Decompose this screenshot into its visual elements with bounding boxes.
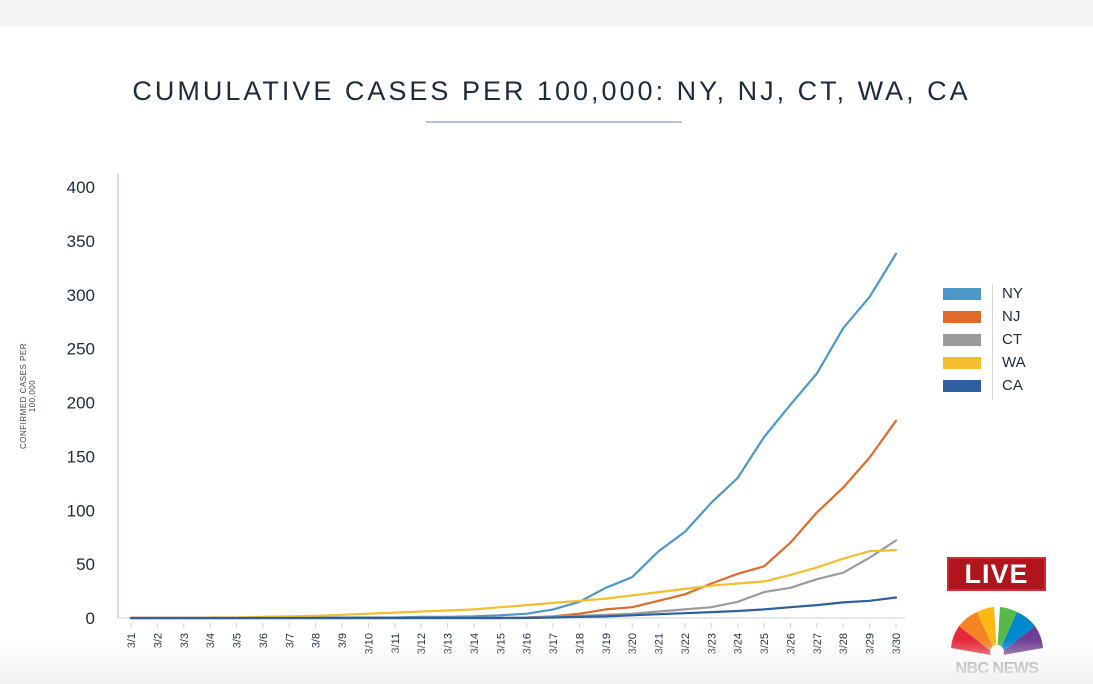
y-tick-label: 50 [76,555,95,574]
y-tick-labels: 0 50 100 150 200 250 300 350 400 [67,178,95,628]
x-tick-label: 3/12 [416,633,428,654]
x-tick-label: 3/14 [469,633,481,654]
x-tick-label: 3/30 [891,633,903,654]
x-tick-label: 3/3 [179,633,191,648]
legend-item-nj: NJ [943,307,1043,330]
legend-swatch [943,311,981,323]
title-underline [426,121,682,123]
legend-label: CT [1002,331,1022,348]
x-tick-label: 3/29 [865,633,877,654]
y-tick-label: 150 [67,447,95,466]
chart-title: CUMULATIVE CASES PER 100,000: NY, NJ, CT… [132,76,971,106]
live-badge: LIVE [947,557,1046,591]
legend-item-wa: WA [943,353,1043,376]
x-tick-label: 3/15 [495,633,507,654]
x-tick-label: 3/17 [548,633,560,654]
x-tick-label: 3/16 [522,633,534,654]
x-tick-label: 3/1 [126,633,138,648]
x-tick-label: 3/25 [759,633,771,654]
y-tick-label: 250 [67,340,95,359]
x-tick-label: 3/6 [258,633,270,648]
x-tick-label: 3/18 [574,633,586,654]
legend-divider [992,284,993,400]
y-tick-label: 0 [86,609,95,628]
series-line-ca [129,596,898,620]
x-tick-label: 3/27 [812,633,824,654]
x-tick-label: 3/9 [337,633,349,648]
legend-label: NY [1002,285,1023,302]
legend-item-ca: CA [943,376,1043,399]
x-tick-label: 3/19 [601,633,613,654]
x-tick-label: 3/5 [232,633,244,648]
legend-label: NJ [1002,308,1021,325]
y-tick-label: 350 [67,232,95,251]
legend-swatch [943,288,981,300]
legend-swatch [943,334,981,346]
x-tick-label: 3/24 [733,633,745,654]
x-tick-labels: 3/1 3/2 3/3 3/4 3/5 3/6 3/7 3/8 3/9 3/10 3/11 3/12 3… [126,623,903,654]
legend-label: WA [1002,354,1026,371]
legend-item-ct: CT [943,330,1043,353]
x-tick-label: 3/20 [627,633,639,654]
x-tick-label: 3/2 [152,633,164,648]
x-tick-label: 3/4 [205,633,217,648]
top-strip [0,0,1093,26]
y-tick-label: 300 [67,286,95,305]
series-line-ny [129,252,898,620]
x-tick-label: 3/23 [706,633,718,654]
x-tick-label: 3/22 [680,633,692,654]
y-tick-label: 400 [67,178,95,197]
legend-swatch [943,380,981,392]
legend: NY NJ CT WA CA [943,284,1043,399]
series-lines [129,252,898,620]
x-tick-label: 3/26 [785,633,797,654]
nbc-news-wordmark: NBC NEWS [955,660,1039,677]
legend-swatch [943,357,981,369]
x-tick-label: 3/13 [443,633,455,654]
x-tick-label: 3/8 [311,633,323,648]
x-tick-label: 3/28 [838,633,850,654]
x-tick-label: 3/7 [284,633,296,648]
legend-item-ny: NY [943,284,1043,307]
x-tick-label: 3/21 [654,633,666,654]
chart-axes [117,174,905,619]
legend-label: CA [1002,377,1023,394]
y-tick-label: 100 [67,501,95,520]
x-tick-label: 3/11 [390,633,402,654]
x-tick-label: 3/10 [363,633,375,654]
y-tick-label: 200 [67,394,95,413]
